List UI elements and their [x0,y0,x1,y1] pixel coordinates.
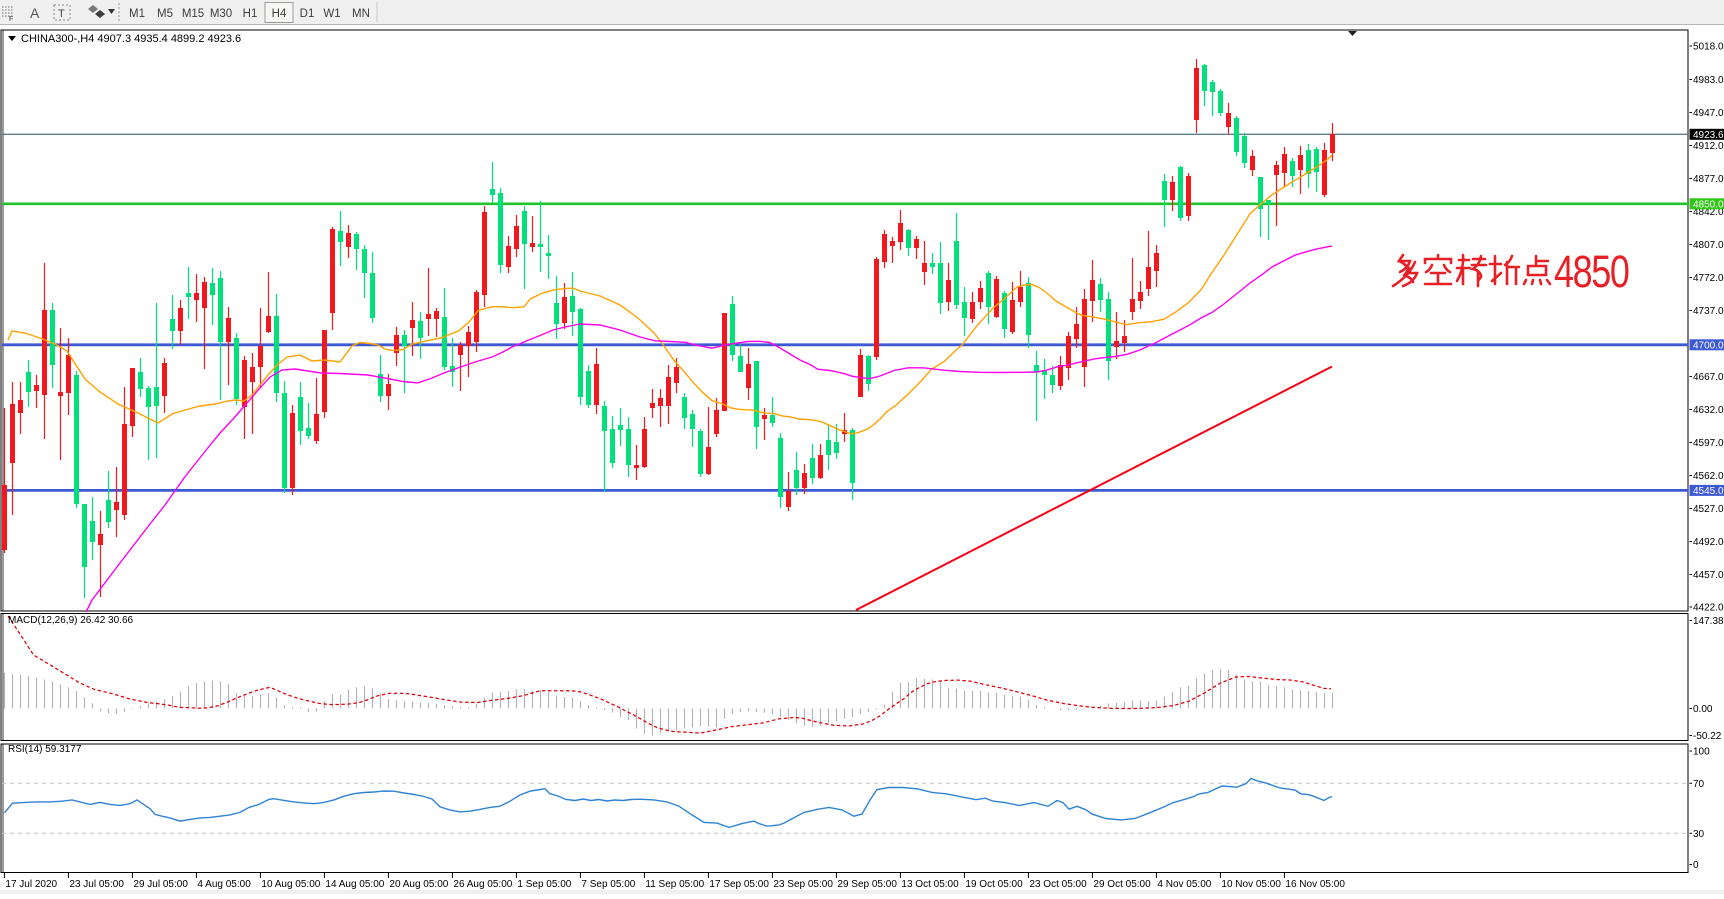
svg-text:4700.0: 4700.0 [1693,340,1724,351]
svg-text:4912.0: 4912.0 [1693,141,1724,152]
svg-text:M30: M30 [210,8,232,20]
svg-text:0.00: 0.00 [1693,704,1713,715]
svg-text:29 Oct 05:00: 29 Oct 05:00 [1093,879,1151,890]
svg-text:H4: H4 [272,8,287,20]
svg-text:W1: W1 [323,8,340,20]
svg-text:4 Aug 05:00: 4 Aug 05:00 [197,879,251,890]
svg-text:10 Nov 05:00: 10 Nov 05:00 [1221,879,1281,890]
svg-text:4597.0: 4597.0 [1693,438,1724,449]
svg-text:4737.0: 4737.0 [1693,306,1724,317]
svg-text:M5: M5 [157,8,173,20]
svg-text:F: F [9,16,13,23]
svg-text:19 Oct 05:00: 19 Oct 05:00 [965,879,1023,890]
svg-text:4772.0: 4772.0 [1693,273,1724,284]
svg-text:17 Sep 05:00: 17 Sep 05:00 [709,879,769,890]
svg-text:30: 30 [1693,829,1705,840]
svg-text:0: 0 [1693,860,1699,871]
svg-text:RSI(14) 59.3177: RSI(14) 59.3177 [8,744,82,755]
svg-text:4422.0: 4422.0 [1693,603,1724,614]
svg-text:100: 100 [1693,747,1710,758]
svg-text:29 Sep 05:00: 29 Sep 05:00 [837,879,897,890]
svg-text:M1: M1 [129,8,145,20]
svg-text:16 Nov 05:00: 16 Nov 05:00 [1285,879,1345,890]
svg-text:11 Sep 05:00: 11 Sep 05:00 [645,879,704,890]
svg-text:20 Aug 05:00: 20 Aug 05:00 [389,879,448,890]
svg-text:23 Oct 05:00: 23 Oct 05:00 [1029,879,1087,890]
svg-text:CHINA300-,H4 4907.3 4935.4 48: CHINA300-,H4 4907.3 4935.4 4899.2 4923.6 [21,33,241,45]
svg-text:70: 70 [1693,779,1705,790]
svg-text:4562.0: 4562.0 [1693,471,1724,482]
svg-text:-50.22: -50.22 [1693,731,1722,742]
svg-text:4923.6: 4923.6 [1693,130,1724,141]
svg-text:147.38: 147.38 [1693,616,1724,627]
svg-text:29 Jul 05:00: 29 Jul 05:00 [133,879,188,890]
svg-text:10 Aug 05:00: 10 Aug 05:00 [261,879,320,890]
svg-text:23 Jul 05:00: 23 Jul 05:00 [69,879,124,890]
svg-text:4850.0: 4850.0 [1693,199,1724,210]
svg-text:4632.0: 4632.0 [1693,405,1724,416]
svg-text:4545.0: 4545.0 [1693,486,1724,497]
svg-text:D1: D1 [300,8,315,20]
svg-text:H1: H1 [243,8,258,20]
svg-text:17 Jul 2020: 17 Jul 2020 [5,879,57,890]
svg-text:4457.0: 4457.0 [1693,570,1724,581]
svg-text:4807.0: 4807.0 [1693,240,1724,251]
svg-text:1 Sep 05:00: 1 Sep 05:00 [517,879,571,890]
svg-text:4527.0: 4527.0 [1693,504,1724,515]
svg-text:T: T [58,8,65,20]
svg-text:23 Sep 05:00: 23 Sep 05:00 [773,879,833,890]
svg-text:4877.0: 4877.0 [1693,174,1724,185]
svg-text:4667.0: 4667.0 [1693,372,1724,383]
svg-text:MN: MN [352,8,370,20]
svg-text:26 Aug 05:00: 26 Aug 05:00 [453,879,512,890]
svg-text:7 Sep 05:00: 7 Sep 05:00 [581,879,635,890]
svg-text:4983.0: 4983.0 [1693,75,1724,86]
svg-text:14 Aug 05:00: 14 Aug 05:00 [325,879,384,890]
svg-text:MACD(12,26,9) 26.42 30.66: MACD(12,26,9) 26.42 30.66 [8,615,134,626]
svg-text:4947.0: 4947.0 [1693,108,1724,119]
svg-text:5018.0: 5018.0 [1693,42,1724,53]
svg-text:A: A [30,5,40,21]
svg-text:4850: 4850 [1554,246,1629,297]
svg-text:13 Oct 05:00: 13 Oct 05:00 [901,879,959,890]
svg-text:M15: M15 [182,8,204,20]
svg-text:4 Nov 05:00: 4 Nov 05:00 [1157,879,1211,890]
svg-text:4492.0: 4492.0 [1693,537,1724,548]
